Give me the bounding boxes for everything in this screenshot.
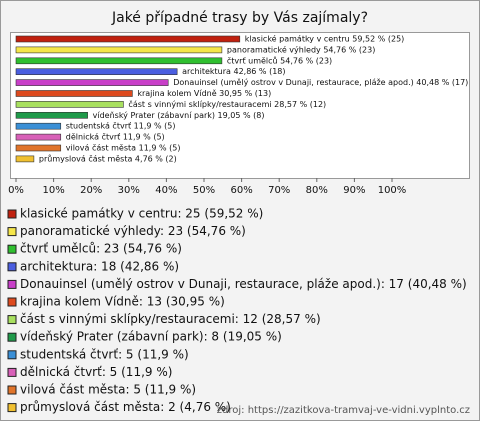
legend-swatch <box>7 209 17 219</box>
x-tick-label: 80% <box>306 185 328 196</box>
value-label: vilová část města 11,9 % (5) <box>66 143 181 153</box>
value-label: panoramatické výhledy 54,76 % (23) <box>227 44 375 54</box>
bar <box>15 79 169 86</box>
x-tick-label: 70% <box>268 185 290 196</box>
bar <box>15 68 178 75</box>
legend-label: studentská čtvrť: 5 (11,9 %) <box>20 347 189 361</box>
legend-swatch <box>7 244 17 254</box>
legend-swatch <box>7 367 17 377</box>
bar <box>15 122 62 130</box>
x-tick-label: 50% <box>193 185 215 196</box>
bar <box>15 133 62 141</box>
x-tick-label: 40% <box>155 185 177 196</box>
value-label: klasické památky v centru 59,52 % (25) <box>245 34 405 44</box>
legend-swatch <box>7 332 17 342</box>
legend-label: část s vinnými sklípky/restauracemi: 12 … <box>20 312 321 326</box>
legend-label: čtvrť umělců: 23 (54,76 %) <box>20 242 182 256</box>
legend-label: Donauinsel (umělý ostrov v Dunaji, resta… <box>20 277 467 291</box>
x-tick-label: 20% <box>80 185 102 196</box>
bar <box>15 35 241 43</box>
chart-title: Jaké případné trasy by Vás zajímaly? <box>111 10 368 26</box>
value-label: část s vinnými sklípky/restauracemi 28,5… <box>128 99 326 109</box>
legend-label: krajina kolem Vídně: 13 (30,95 %) <box>20 295 225 309</box>
legend-swatch <box>7 279 17 289</box>
legend-swatch <box>7 297 17 307</box>
bar <box>15 90 133 97</box>
x-tick-label: 30% <box>118 185 140 196</box>
bar <box>15 112 88 119</box>
legend-label: vídeňský Prater (zábavní park): 8 (19,05… <box>20 330 282 344</box>
legend-swatch <box>7 385 17 395</box>
legend-label: architektura: 18 (42,86 %) <box>20 259 179 273</box>
value-label: architektura 42,86 % (18) <box>182 67 285 76</box>
legend-label: dělnická čtvrť: 5 (11,9 %) <box>20 365 172 379</box>
bar <box>15 155 35 163</box>
bar <box>15 46 223 54</box>
value-label: dělnická čtvrť 11,9 % (5) <box>66 132 165 142</box>
value-label: průmyslová část města 4,76 % (2) <box>39 153 177 163</box>
legend-label: klasické památky v centru: 25 (59,52 %) <box>20 207 263 221</box>
legend-label: panoramatické výhledy: 23 (54,76 %) <box>20 224 246 238</box>
x-tick-label: 100% <box>378 185 407 196</box>
bar <box>15 57 223 65</box>
value-label: Donauinsel (umělý ostrov v Dunaji, resta… <box>173 78 468 87</box>
x-tick-label: 0% <box>8 185 24 196</box>
value-label: studentská čtvrť 11,9 % (5) <box>66 121 176 131</box>
legend-swatch <box>7 227 17 237</box>
legend-swatch <box>7 262 17 272</box>
value-label: vídeňský Prater (zábavní park) 19,05 % (… <box>93 110 265 120</box>
source: zdroj: https://zazitkova-tramvaj-ve-vidn… <box>217 405 470 416</box>
x-tick-label: 10% <box>42 185 64 196</box>
legend-label: vilová část města: 5 (11,9 %) <box>20 383 196 397</box>
x-tick-label: 90% <box>343 185 365 196</box>
bar <box>15 101 124 108</box>
legend-label: průmyslová část města: 2 (4,76 %) <box>20 400 231 414</box>
x-tick-label: 60% <box>230 185 252 196</box>
legend-swatch <box>7 350 17 360</box>
legend-swatch <box>7 403 17 413</box>
value-label: krajina kolem Vídně 30,95 % (13) <box>137 89 271 98</box>
value-label: čtvrť umělců 54,76 % (23) <box>227 55 332 65</box>
legend-swatch <box>7 315 17 325</box>
bar <box>15 144 62 152</box>
